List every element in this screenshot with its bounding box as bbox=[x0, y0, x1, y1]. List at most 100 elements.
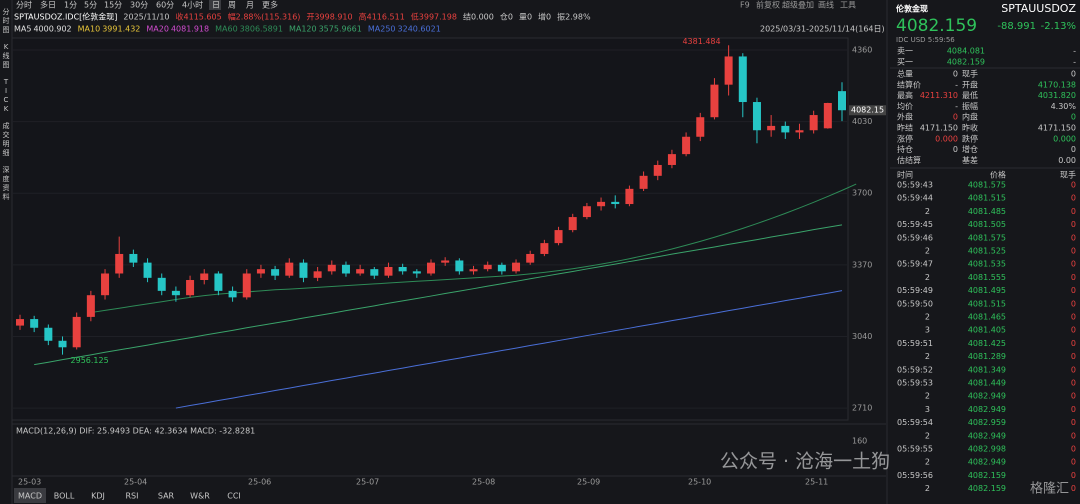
watermark: 公众号 · 沧海一土狗 bbox=[720, 451, 890, 473]
candle-body bbox=[186, 280, 195, 296]
tool-button[interactable]: F9 bbox=[740, 1, 750, 10]
side-tab[interactable]: I bbox=[5, 87, 7, 95]
indicator-tab[interactable]: BOLL bbox=[54, 492, 75, 501]
candle-body bbox=[554, 230, 563, 244]
period-button[interactable]: 1分 bbox=[64, 1, 77, 10]
indicator-tab[interactable]: W&R bbox=[190, 492, 210, 501]
side-tab[interactable]: 成 bbox=[3, 121, 10, 130]
side-tab[interactable]: 细 bbox=[3, 148, 10, 157]
candle-body bbox=[483, 264, 492, 270]
indicator-tab[interactable]: KDJ bbox=[91, 492, 105, 501]
side-tab[interactable]: 图 bbox=[3, 26, 10, 34]
stat-label: 最高 bbox=[897, 90, 913, 100]
candle-body bbox=[157, 277, 166, 291]
period-button[interactable]: 周 bbox=[228, 1, 236, 10]
side-tab[interactable]: 交 bbox=[3, 130, 10, 139]
period-button[interactable]: 日 bbox=[212, 1, 220, 10]
tick-size: 0 bbox=[1071, 313, 1076, 322]
tick-time: 2 bbox=[925, 313, 930, 322]
legend-value: 4000.902 bbox=[33, 25, 71, 34]
tick-size: 0 bbox=[1071, 352, 1076, 361]
candle-body bbox=[115, 253, 124, 274]
candle-body bbox=[625, 188, 634, 205]
side-tab[interactable]: 分 bbox=[3, 7, 10, 16]
stat-label: 总量 bbox=[897, 69, 913, 79]
tick-time: 3 bbox=[925, 326, 930, 335]
tick-time: 05:59:47 bbox=[897, 260, 933, 269]
side-tab[interactable]: C bbox=[4, 96, 9, 104]
side-tab[interactable]: T bbox=[3, 78, 9, 86]
stat-value: 0.000 bbox=[935, 134, 958, 143]
x-tick-label: 25-04 bbox=[124, 478, 147, 487]
candle-body bbox=[724, 56, 733, 85]
legend-value: 3991.432 bbox=[102, 25, 140, 34]
tick-time: 05:59:53 bbox=[897, 379, 933, 388]
last-price: 4082.15 bbox=[851, 106, 884, 115]
stat-label: 持仓 bbox=[897, 144, 913, 154]
tick-time: 05:59:49 bbox=[897, 286, 933, 295]
side-tab[interactable]: K bbox=[4, 43, 9, 51]
stat-label: 昨收 bbox=[962, 123, 978, 133]
tool-button[interactable]: 画线 bbox=[818, 0, 834, 10]
quote-change: -88.991 bbox=[997, 21, 1036, 32]
quote-name: 伦敦金现 bbox=[896, 4, 928, 14]
tick-price: 4081.555 bbox=[968, 273, 1006, 282]
stat-value: - bbox=[955, 80, 958, 89]
candle-body bbox=[823, 102, 832, 129]
period-button[interactable]: 月 bbox=[246, 1, 254, 10]
period-button[interactable]: 多日 bbox=[40, 0, 56, 10]
tick-time: 2 bbox=[925, 392, 930, 401]
tick-price: 4081.485 bbox=[968, 207, 1006, 216]
tick-size: 0 bbox=[1071, 445, 1076, 454]
tick-time: 05:59:43 bbox=[897, 181, 933, 190]
period-button[interactable]: 分时 bbox=[16, 0, 32, 10]
indicator-tab[interactable]: SAR bbox=[158, 492, 175, 501]
tool-button[interactable]: 前复权 bbox=[756, 0, 780, 10]
period-button[interactable]: 5分 bbox=[84, 1, 97, 10]
info-item: SPTAUSDOZ.IDC[伦敦金现] bbox=[14, 12, 117, 22]
side-tab[interactable]: 深 bbox=[3, 165, 10, 174]
y-tick-label: 3040 bbox=[852, 332, 872, 341]
period-button[interactable]: 4小时 bbox=[182, 0, 203, 10]
tick-size: 0 bbox=[1071, 286, 1076, 295]
side-tab[interactable]: 资 bbox=[3, 183, 10, 192]
tool-button[interactable]: 工具 bbox=[840, 1, 856, 10]
legend-name: MA250 bbox=[368, 25, 396, 34]
candle-body bbox=[752, 102, 761, 131]
active-tab bbox=[14, 488, 46, 503]
indicator-tab[interactable]: RSI bbox=[126, 492, 139, 501]
tick-time: 3 bbox=[925, 405, 930, 414]
side-tab[interactable]: 图 bbox=[3, 61, 10, 69]
tick-size: 0 bbox=[1071, 339, 1076, 348]
side-tab[interactable]: 明 bbox=[3, 140, 10, 148]
side-tab[interactable]: 线 bbox=[3, 51, 10, 60]
x-tick-label: 25-06 bbox=[248, 478, 271, 487]
stat-value: 4031.820 bbox=[1038, 91, 1076, 100]
tick-price: 4081.349 bbox=[968, 365, 1006, 374]
side-tab[interactable]: 度 bbox=[3, 174, 10, 183]
side-tab[interactable]: 时 bbox=[3, 16, 10, 25]
stat-label: 结算价 bbox=[897, 79, 921, 89]
tick-time: 2 bbox=[925, 458, 930, 467]
candle-body bbox=[200, 273, 209, 281]
tick-time: 2 bbox=[925, 352, 930, 361]
period-button[interactable]: 15分 bbox=[104, 1, 122, 10]
indicator-tab[interactable]: CCI bbox=[227, 492, 241, 501]
indicator-tab[interactable]: MACD bbox=[18, 492, 42, 501]
side-tab[interactable]: 料 bbox=[3, 192, 10, 201]
stat-value: 4170.138 bbox=[1038, 80, 1076, 89]
side-tab[interactable]: K bbox=[4, 105, 9, 113]
book-price: 4082.159 bbox=[947, 58, 985, 67]
book-price: 4084.081 bbox=[947, 47, 985, 56]
x-tick-label: 25-07 bbox=[356, 478, 379, 487]
stat-label: 估结算 bbox=[897, 155, 921, 165]
macd-label: MACD(12,26,9) DIF: 25.9493 DEA: 42.3634 … bbox=[16, 427, 255, 436]
info-item: 高4116.511 bbox=[359, 12, 405, 22]
period-button[interactable]: 30分 bbox=[130, 1, 148, 10]
candle-body bbox=[242, 273, 251, 298]
tick-price: 4082.949 bbox=[968, 458, 1006, 467]
period-button[interactable]: 更多 bbox=[262, 0, 278, 10]
tick-price: 4082.949 bbox=[968, 431, 1006, 440]
period-button[interactable]: 60分 bbox=[156, 1, 174, 10]
tool-button[interactable]: 超级叠加 bbox=[782, 0, 814, 10]
